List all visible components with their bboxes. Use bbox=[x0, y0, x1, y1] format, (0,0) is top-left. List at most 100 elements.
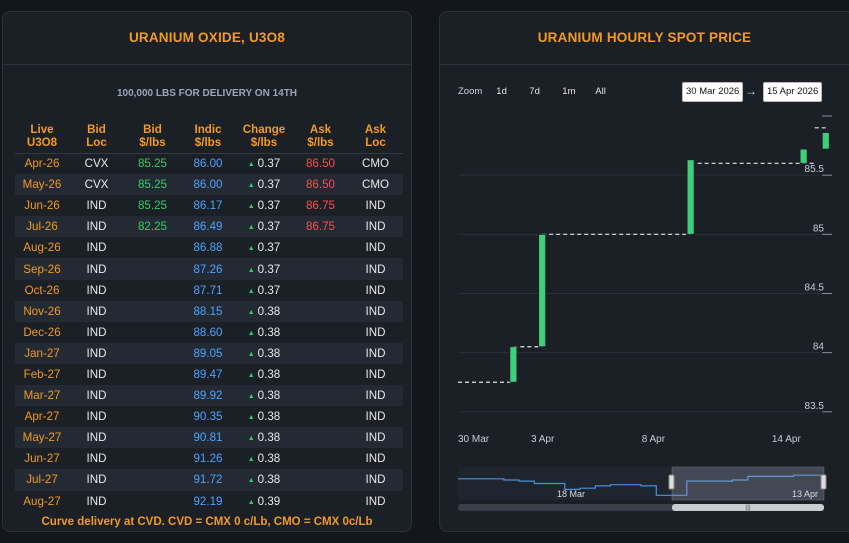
change-value: 0.38 bbox=[257, 304, 281, 318]
bid-location: IND bbox=[69, 216, 124, 238]
contract-month: Mar-27 bbox=[15, 385, 69, 407]
ask-price bbox=[293, 280, 348, 301]
indicative-price: 86.00 bbox=[193, 157, 223, 171]
date-from-input[interactable]: 30 Mar 2026 bbox=[682, 82, 744, 102]
ask-location: CMO bbox=[348, 174, 403, 196]
ask-location: IND bbox=[365, 283, 386, 297]
bid-price bbox=[124, 385, 181, 407]
header-line: Loc bbox=[86, 135, 107, 149]
zoom-1m-button[interactable]: 1m bbox=[562, 86, 576, 97]
change-value: 0.37 bbox=[257, 262, 281, 276]
spot-price-panel: URANIUM HOURLY SPOT PRICE Zoom 1d 7d 1m … bbox=[439, 11, 849, 532]
navigator-label: 13 Apr bbox=[792, 489, 818, 499]
contract-month: May-26 bbox=[15, 174, 69, 196]
bid-price bbox=[124, 491, 181, 512]
table-row: Sep-26 IND 87.26 ▲ 0.37 IND bbox=[15, 258, 403, 280]
change-value: 0.38 bbox=[257, 452, 281, 466]
up-triangle-icon: ▲ bbox=[247, 498, 255, 506]
x-tick-label: 8 Apr bbox=[642, 434, 666, 445]
table-row: Jun-26 IND 85.25 86.17 ▲ 0.37 86.75 IND bbox=[15, 195, 403, 216]
futures-panel: URANIUM OXIDE, U3O8 100,000 LBS FOR DELI… bbox=[2, 11, 412, 532]
price-change: ▲ 0.37 bbox=[235, 258, 293, 280]
ask-price bbox=[293, 469, 348, 491]
ask-price bbox=[293, 364, 348, 385]
date-to-input[interactable]: 15 Apr 2026 bbox=[763, 82, 823, 102]
header-indic: Indic $/lbs bbox=[181, 117, 235, 154]
change-value: 0.37 bbox=[257, 241, 281, 255]
x-tick-label: 30 Mar bbox=[458, 434, 490, 445]
price-candle bbox=[799, 148, 808, 164]
change-value: 0.37 bbox=[257, 157, 281, 171]
futures-panel-title: URANIUM OXIDE, U3O8 bbox=[3, 12, 411, 65]
ask-price bbox=[293, 258, 348, 280]
bid-price bbox=[124, 427, 181, 449]
price-candle bbox=[821, 132, 830, 150]
up-triangle-icon: ▲ bbox=[247, 350, 255, 358]
navigator-selection bbox=[671, 466, 825, 501]
bid-price bbox=[124, 300, 181, 322]
indicative-price: 87.71 bbox=[193, 283, 223, 297]
bid-price bbox=[124, 448, 181, 469]
zoom-all-button[interactable]: All bbox=[595, 86, 606, 97]
contract-month: Jan-27 bbox=[15, 342, 69, 364]
bid-location: IND bbox=[86, 283, 107, 297]
zoom-1d-button[interactable]: 1d bbox=[496, 86, 507, 97]
delivery-subtitle: 100,000 LBS FOR DELIVERY ON 14TH bbox=[116, 88, 298, 99]
up-triangle-icon: ▲ bbox=[247, 393, 255, 401]
header-line: $/lbs bbox=[139, 135, 166, 149]
table-row: Dec-26 IND 88.60 ▲ 0.38 IND bbox=[15, 322, 403, 343]
bid-location: IND bbox=[86, 367, 107, 381]
contract-month: Apr-27 bbox=[24, 410, 60, 424]
table-row: May-26 CVX 85.25 86.00 ▲ 0.37 86.50 CMO bbox=[15, 174, 403, 196]
zoom-selector: Zoom 1d 7d 1m All bbox=[458, 86, 628, 97]
ask-location: IND bbox=[365, 410, 386, 424]
change-value: 0.38 bbox=[257, 346, 281, 360]
up-triangle-icon: ▲ bbox=[247, 224, 255, 232]
table-row: Aug-26 IND 86.88 ▲ 0.37 IND bbox=[15, 237, 403, 258]
indicative-price: 89.47 bbox=[193, 367, 223, 381]
change-value: 0.38 bbox=[257, 367, 281, 381]
zoom-7d-button[interactable]: 7d bbox=[529, 86, 540, 97]
header-change: Change $/lbs bbox=[235, 117, 293, 154]
contract-month: Dec-26 bbox=[23, 325, 61, 339]
change-value: 0.38 bbox=[257, 410, 281, 424]
header-line: Ask bbox=[364, 122, 387, 136]
bid-location: IND bbox=[69, 385, 124, 407]
change-value: 0.37 bbox=[257, 220, 281, 234]
table-row: Apr-27 IND 90.35 ▲ 0.38 IND bbox=[15, 406, 403, 427]
navigator-left-handle bbox=[668, 474, 675, 490]
contract-month: Jun-26 bbox=[24, 199, 60, 213]
price-change: ▲ 0.38 bbox=[235, 427, 293, 449]
ask-location: IND bbox=[365, 241, 386, 255]
contract-month: Nov-26 bbox=[15, 300, 69, 322]
bid-price: 85.25 bbox=[137, 199, 167, 213]
ask-price bbox=[293, 342, 348, 364]
ask-location: CMO bbox=[361, 157, 390, 171]
table-row: May-27 IND 90.81 ▲ 0.38 IND bbox=[15, 427, 403, 449]
indicative-price: 89.05 bbox=[181, 342, 235, 364]
x-tick-label: 3 Apr bbox=[531, 434, 555, 445]
futures-table: Live U3O8 Bid Loc Bid $/lbs Indic $/lbs Change $/… bbox=[15, 117, 403, 512]
indicative-price: 86.49 bbox=[181, 216, 235, 238]
ask-price bbox=[293, 300, 348, 322]
contract-month: Aug-27 bbox=[23, 494, 61, 508]
header-line: Loc bbox=[365, 135, 386, 149]
up-triangle-icon: ▲ bbox=[247, 161, 255, 169]
header-live: Live U3O8 bbox=[15, 117, 69, 154]
table-row: Feb-27 IND 89.47 ▲ 0.38 IND bbox=[15, 364, 403, 385]
header-line: Bid bbox=[143, 122, 162, 136]
change-value: 0.37 bbox=[257, 178, 281, 192]
spot-price-chart: 83.5 84 84.5 85 85.5 30 Mar 3 Apr 8 Apr 14 Apr 18… bbox=[458, 115, 832, 512]
bid-location: IND bbox=[69, 300, 124, 322]
bid-price bbox=[124, 342, 181, 364]
up-triangle-icon: ▲ bbox=[247, 435, 255, 443]
ask-price bbox=[293, 385, 348, 407]
ask-location: IND bbox=[348, 342, 403, 364]
indicative-price: 91.72 bbox=[181, 469, 235, 491]
bid-price bbox=[124, 258, 181, 280]
ask-location: IND bbox=[365, 494, 386, 508]
header-line: Ask bbox=[309, 122, 332, 136]
scrollbar-grip-icon: ||| bbox=[745, 505, 751, 512]
scrollbar-thumb[interactable] bbox=[672, 504, 824, 511]
price-candle bbox=[686, 159, 695, 235]
